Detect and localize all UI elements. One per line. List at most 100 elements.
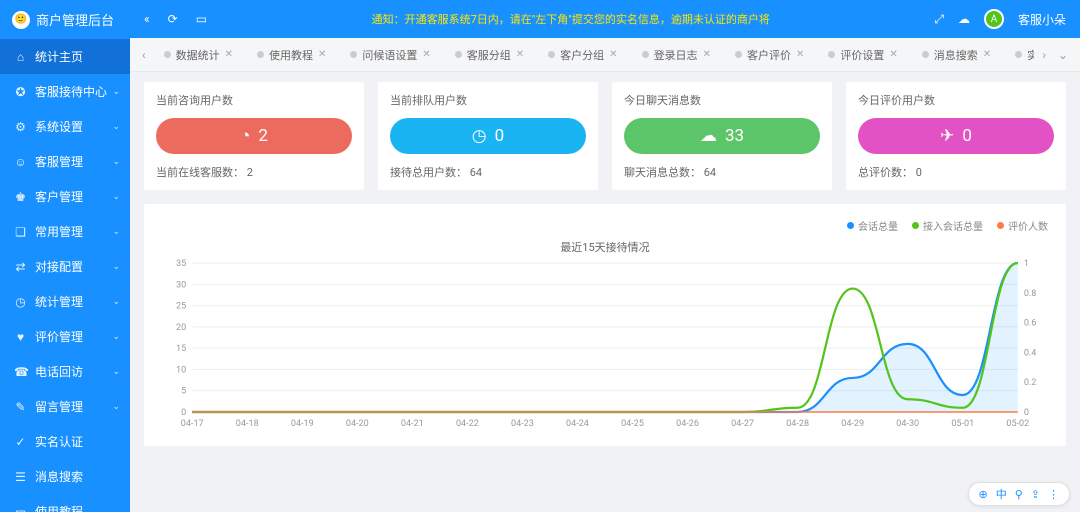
svg-text:04-30: 04-30 xyxy=(896,419,919,429)
menu-icon: ◷ xyxy=(14,295,27,309)
menu-label: 客服接待中心 xyxy=(35,83,107,100)
card-icon: ☁ xyxy=(700,126,717,146)
menu-label: 消息搜索 xyxy=(35,468,83,485)
svg-text:04-21: 04-21 xyxy=(401,419,424,429)
tab-close-icon[interactable]: ✕ xyxy=(703,49,711,60)
float-tool-1[interactable]: 中 xyxy=(996,486,1007,502)
tab-7[interactable]: 评价设置 ✕ xyxy=(818,43,907,67)
menu-label: 评价管理 xyxy=(35,328,83,345)
tab-close-icon[interactable]: ✕ xyxy=(796,49,804,60)
content: 当前咨询用户数◔2当前在线客服数： 2当前排队用户数◷0接待总用户数： 64今日… xyxy=(130,72,1080,512)
sidebar-item-10[interactable]: ✎留言管理⌄ xyxy=(0,389,130,424)
tab-4[interactable]: 客户分组✕ xyxy=(538,43,627,67)
sidebar-item-0[interactable]: ⌂统计主页 xyxy=(0,39,130,74)
tab-dot-icon xyxy=(455,51,462,58)
menu-label: 客服管理 xyxy=(35,153,83,170)
card-badge: ◷0 xyxy=(390,118,586,154)
card-icon: ◷ xyxy=(472,126,487,146)
tab-dot-icon xyxy=(1015,51,1022,58)
tab-label: 使用教程 xyxy=(269,47,313,63)
tab-label: 客服分组 xyxy=(467,47,511,63)
float-tool-2[interactable]: ⚲ xyxy=(1015,488,1023,501)
tab-3[interactable]: 客服分组 ✕ xyxy=(445,43,534,67)
chart-panel: 会话总量接入会话总量评价人数 最近15天接待情况 051015202530350… xyxy=(144,204,1066,446)
chevron-down-icon: ⌄ xyxy=(112,227,120,237)
legend-item[interactable]: 评价人数 xyxy=(997,218,1048,233)
menu-icon: ⌂ xyxy=(14,50,27,64)
svg-text:0.2: 0.2 xyxy=(1024,378,1037,388)
sidebar-menu: ⌂统计主页✪客服接待中心⌄⚙系统设置⌄☺客服管理⌄♚客户管理⌄❏常用管理⌄⇄对接… xyxy=(0,39,130,512)
refresh-icon[interactable]: ⟳ xyxy=(168,12,178,26)
sidebar-item-11[interactable]: ✓实名认证 xyxy=(0,424,130,459)
tab-close-icon[interactable]: ✕ xyxy=(889,49,897,60)
tab-prev-icon[interactable]: ‹ xyxy=(138,48,150,62)
card-icon: ✈ xyxy=(940,126,954,146)
floating-toolbar[interactable]: ⊕ 中 ⚲ ⇪ ⋮ xyxy=(968,482,1071,506)
tab-label: 登录日志 xyxy=(654,47,698,63)
tab-close-icon[interactable]: ✕ xyxy=(983,49,991,60)
sidebar-item-5[interactable]: ❏常用管理⌄ xyxy=(0,214,130,249)
tab-close-icon[interactable]: ✕ xyxy=(516,49,524,60)
brand-title: 商户管理后台 xyxy=(36,10,114,29)
tab-1[interactable]: 使用教程 ✕ xyxy=(247,43,336,67)
tab-6[interactable]: 客户评价✕ xyxy=(725,43,814,67)
menu-label: 对接配置 xyxy=(35,258,83,275)
stat-card-2: 今日聊天消息数☁33聊天消息总数： 64 xyxy=(612,82,832,190)
legend-item[interactable]: 接入会话总量 xyxy=(912,218,983,233)
collapse-icon[interactable]: « xyxy=(144,12,150,26)
tab-dot-icon xyxy=(735,51,742,58)
cloud-icon[interactable]: ☁ xyxy=(958,12,970,26)
tab-close-icon[interactable]: ✕ xyxy=(422,49,430,60)
menu-icon: ▭ xyxy=(14,505,27,512)
menu-icon: ♥ xyxy=(14,330,27,344)
menu-label: 客户管理 xyxy=(35,188,83,205)
svg-text:05-02: 05-02 xyxy=(1006,419,1029,429)
tab-5[interactable]: 登录日志 ✕ xyxy=(632,43,721,67)
sidebar-item-1[interactable]: ✪客服接待中心⌄ xyxy=(0,74,130,109)
brand-icon: 🙂 xyxy=(12,11,30,29)
menu-icon: ⚙ xyxy=(14,120,27,134)
sidebar-item-8[interactable]: ♥评价管理⌄ xyxy=(0,319,130,354)
sidebar-item-9[interactable]: ☎电话回访⌄ xyxy=(0,354,130,389)
tab-close-icon[interactable]: ✕ xyxy=(609,49,617,60)
tab-bar: ‹ 数据统计✕使用教程✕问候语设置✕客服分组✕客户分组✕登录日志✕客户评价✕评价… xyxy=(130,38,1080,72)
float-tool-4[interactable]: ⋮ xyxy=(1048,488,1059,501)
tab-next-icon[interactable]: › xyxy=(1038,48,1050,62)
tab-close-icon[interactable]: ✕ xyxy=(225,49,233,60)
sidebar-item-13[interactable]: ▭使用教程 xyxy=(0,494,130,512)
avatar[interactable]: A xyxy=(984,9,1004,29)
float-tool-3[interactable]: ⇪ xyxy=(1031,488,1040,501)
svg-text:35: 35 xyxy=(176,259,186,269)
card-badge: ◔2 xyxy=(156,118,352,154)
sidebar-item-7[interactable]: ◷统计管理⌄ xyxy=(0,284,130,319)
tab-0[interactable]: 数据统计✕ xyxy=(154,43,243,67)
sidebar-item-2[interactable]: ⚙系统设置⌄ xyxy=(0,109,130,144)
legend-item[interactable]: 会话总量 xyxy=(847,218,898,233)
float-tool-0[interactable]: ⊕ xyxy=(979,488,988,501)
chevron-down-icon: ⌄ xyxy=(112,297,120,307)
fullscreen-icon[interactable]: ⤢ xyxy=(934,12,944,27)
stat-card-3: 今日评价用户数✈0总评价数： 0 xyxy=(846,82,1066,190)
chart-canvas: 0510152025303500.20.40.60.8104-1704-1804… xyxy=(162,257,1048,432)
tab-label: 消息搜索 xyxy=(934,47,978,63)
tab-label: 评价设置 xyxy=(840,47,884,63)
legend-dot-icon xyxy=(847,222,854,229)
sidebar-item-3[interactable]: ☺客服管理⌄ xyxy=(0,144,130,179)
legend-dot-icon xyxy=(997,222,1004,229)
tab-dot-icon xyxy=(548,51,555,58)
tab-label: 问候语设置 xyxy=(362,47,417,63)
legend-dot-icon xyxy=(912,222,919,229)
tab-9[interactable]: 实名认证✕ xyxy=(1005,43,1034,67)
tab-close-icon[interactable]: ✕ xyxy=(318,49,326,60)
device-icon[interactable]: ▭ xyxy=(196,12,207,26)
sidebar-item-12[interactable]: ☰消息搜索 xyxy=(0,459,130,494)
tab-menu-icon[interactable]: ⌄ xyxy=(1054,48,1072,62)
card-footer: 接待总用户数： 64 xyxy=(390,164,586,180)
sidebar-item-4[interactable]: ♚客户管理⌄ xyxy=(0,179,130,214)
tab-2[interactable]: 问候语设置 ✕ xyxy=(340,43,440,67)
sidebar-item-6[interactable]: ⇄对接配置⌄ xyxy=(0,249,130,284)
tab-8[interactable]: 消息搜索 ✕ xyxy=(912,43,1001,67)
svg-text:5: 5 xyxy=(181,387,186,397)
chevron-down-icon: ⌄ xyxy=(112,157,120,167)
svg-text:04-23: 04-23 xyxy=(511,419,534,429)
